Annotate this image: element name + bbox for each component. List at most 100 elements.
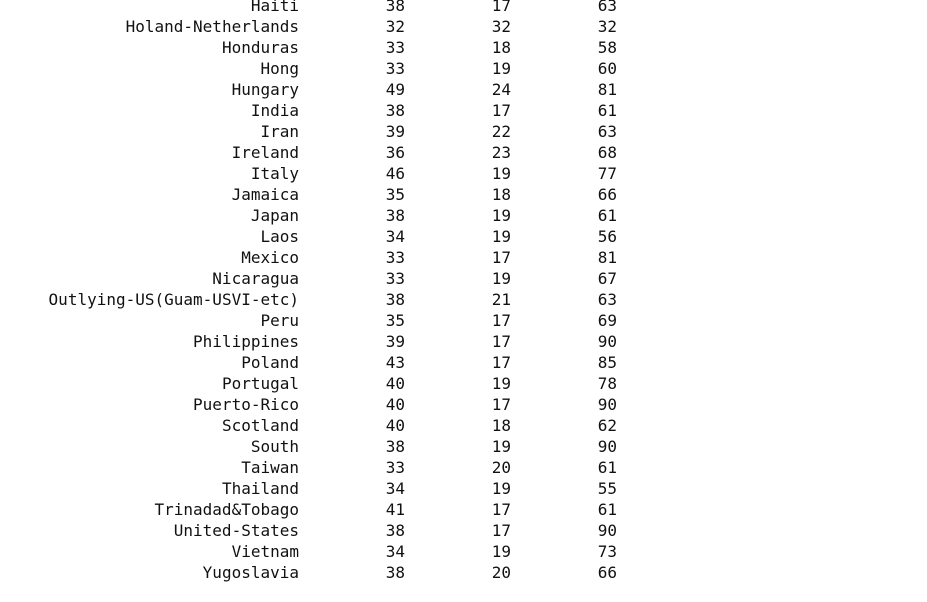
value-cell-a: 39	[385, 332, 405, 351]
table-row: Thailand 34 19 55	[0, 478, 927, 499]
value-cell-a: 40	[385, 395, 405, 414]
value-cell-a: 35	[385, 185, 405, 204]
value-cell-c: 69	[597, 311, 617, 330]
value-cell-a: 43	[385, 353, 405, 372]
country-cell: Peru	[260, 311, 299, 330]
table-row: Jamaica 35 18 66	[0, 184, 927, 205]
value-cell-b: 17	[491, 332, 511, 351]
table-row: Philippines 39 17 90	[0, 331, 927, 352]
country-cell: Holand-Netherlands	[125, 17, 299, 36]
value-cell-a: 38	[385, 563, 405, 582]
value-cell-b: 17	[491, 500, 511, 519]
value-cell-a: 33	[385, 248, 405, 267]
value-cell-c: 78	[597, 374, 617, 393]
table-output: Haiti 38 17 63 Holand-Netherlands 32 32 32 Hondu…	[0, 0, 927, 582]
value-cell-b: 19	[491, 206, 511, 225]
country-cell: Poland	[241, 353, 299, 372]
value-cell-c: 63	[597, 0, 617, 15]
value-cell-a: 40	[385, 374, 405, 393]
table-row: Haiti 38 17 63	[0, 0, 927, 16]
value-cell-c: 61	[597, 101, 617, 120]
country-cell: Taiwan	[241, 458, 299, 477]
table-row: Mexico 33 17 81	[0, 247, 927, 268]
value-cell-b: 18	[491, 185, 511, 204]
value-cell-a: 38	[385, 206, 405, 225]
value-cell-c: 90	[597, 437, 617, 456]
table-row: Vietnam 34 19 73	[0, 541, 927, 562]
country-cell: Haiti	[250, 0, 299, 15]
value-cell-a: 38	[385, 0, 405, 15]
table-row: Hungary 49 24 81	[0, 79, 927, 100]
value-cell-c: 56	[597, 227, 617, 246]
country-cell: Ireland	[231, 143, 299, 162]
country-cell: Philippines	[193, 332, 299, 351]
table-row: Trinadad&Tobago 41 17 61	[0, 499, 927, 520]
value-cell-b: 17	[491, 521, 511, 540]
country-cell: Portugal	[221, 374, 299, 393]
value-cell-b: 19	[491, 164, 511, 183]
country-cell: Japan	[250, 206, 299, 225]
value-cell-b: 32	[491, 17, 511, 36]
value-cell-a: 35	[385, 311, 405, 330]
value-cell-b: 19	[491, 479, 511, 498]
value-cell-c: 55	[597, 479, 617, 498]
table-row: Taiwan 33 20 61	[0, 457, 927, 478]
value-cell-c: 61	[597, 500, 617, 519]
value-cell-b: 22	[491, 122, 511, 141]
value-cell-b: 18	[491, 38, 511, 57]
country-cell: Nicaragua	[212, 269, 299, 288]
value-cell-a: 40	[385, 416, 405, 435]
value-cell-b: 17	[491, 395, 511, 414]
country-cell: Laos	[260, 227, 299, 246]
value-cell-a: 33	[385, 458, 405, 477]
value-cell-c: 61	[597, 458, 617, 477]
value-cell-c: 73	[597, 542, 617, 561]
value-cell-c: 58	[597, 38, 617, 57]
country-cell: Hungary	[231, 80, 299, 99]
country-cell: Scotland	[221, 416, 299, 435]
value-cell-a: 34	[385, 479, 405, 498]
table-row: Scotland 40 18 62	[0, 415, 927, 436]
value-cell-a: 33	[385, 38, 405, 57]
value-cell-b: 17	[491, 0, 511, 15]
value-cell-c: 32	[597, 17, 617, 36]
table-row: Outlying-US(Guam-USVI-etc) 38 21 63	[0, 289, 927, 310]
country-cell: Honduras	[221, 38, 299, 57]
value-cell-b: 19	[491, 542, 511, 561]
country-cell: South	[250, 437, 299, 456]
table-row: Holand-Netherlands 32 32 32	[0, 16, 927, 37]
table-row: Iran 39 22 63	[0, 121, 927, 142]
table-row: Nicaragua 33 19 67	[0, 268, 927, 289]
value-cell-b: 17	[491, 311, 511, 330]
value-cell-a: 38	[385, 521, 405, 540]
value-cell-c: 66	[597, 563, 617, 582]
value-cell-a: 34	[385, 227, 405, 246]
table-row: Hong 33 19 60	[0, 58, 927, 79]
table-row: Laos 34 19 56	[0, 226, 927, 247]
country-cell: Mexico	[241, 248, 299, 267]
country-cell: Outlying-US(Guam-USVI-etc)	[48, 290, 299, 309]
value-cell-b: 19	[491, 374, 511, 393]
value-cell-c: 62	[597, 416, 617, 435]
table-row: Honduras 33 18 58	[0, 37, 927, 58]
country-cell: Italy	[250, 164, 299, 183]
value-cell-a: 46	[385, 164, 405, 183]
value-cell-a: 38	[385, 437, 405, 456]
value-cell-c: 90	[597, 521, 617, 540]
value-cell-b: 19	[491, 437, 511, 456]
country-cell: United-States	[173, 521, 299, 540]
value-cell-c: 77	[597, 164, 617, 183]
table-row: Portugal 40 19 78	[0, 373, 927, 394]
value-cell-c: 68	[597, 143, 617, 162]
value-cell-a: 34	[385, 542, 405, 561]
country-cell: Trinadad&Tobago	[154, 500, 300, 519]
value-cell-b: 19	[491, 227, 511, 246]
value-cell-c: 63	[597, 122, 617, 141]
country-cell: Vietnam	[231, 542, 299, 561]
value-cell-b: 20	[491, 458, 511, 477]
value-cell-c: 63	[597, 290, 617, 309]
country-cell: India	[250, 101, 299, 120]
table-row: Poland 43 17 85	[0, 352, 927, 373]
table-row: South 38 19 90	[0, 436, 927, 457]
value-cell-a: 33	[385, 59, 405, 78]
